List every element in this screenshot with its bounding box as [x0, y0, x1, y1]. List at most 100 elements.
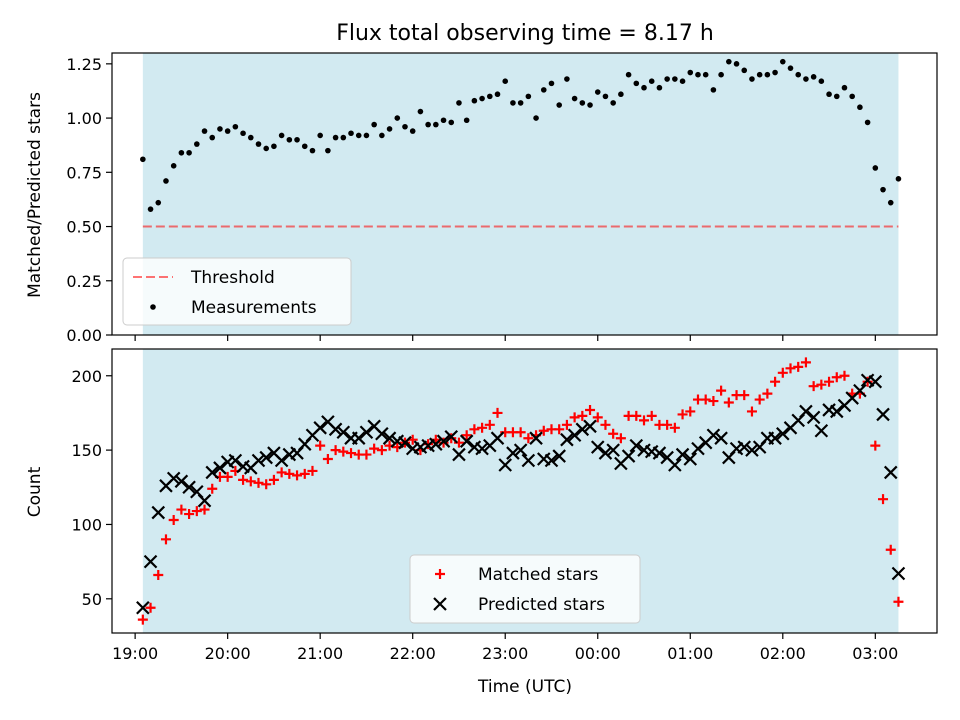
matched-point [646, 410, 657, 421]
measurement-point [386, 126, 393, 132]
measurement-point [787, 65, 794, 71]
measurement-point [718, 71, 724, 78]
matched-point [307, 465, 318, 476]
matched-point [515, 427, 526, 438]
predicted-point [668, 458, 682, 472]
matched-point [191, 506, 202, 517]
predicted-point [768, 431, 782, 445]
matched-point [477, 422, 488, 433]
matched-point [716, 385, 727, 396]
measurement-point [224, 128, 231, 134]
predicted-point [529, 431, 543, 445]
measurement-point [363, 132, 370, 139]
matched-point [369, 443, 380, 454]
matched-point [816, 379, 827, 390]
bottom-panel: 50 100 150 200 19:00 20:00 21:00 22:00 23:00 00:0… [71, 348, 938, 663]
measurement-point [417, 108, 424, 115]
matched-point [338, 446, 349, 457]
matched-point [592, 412, 603, 423]
matched-point [376, 445, 387, 456]
predicted-point [829, 404, 844, 419]
y-tick-label: 0.75 [66, 163, 102, 182]
matched-point [631, 410, 642, 421]
measurement-point [610, 100, 616, 106]
matched-point [176, 504, 187, 515]
measurement-point [772, 69, 778, 76]
predicted-point [876, 407, 890, 422]
matched-point [461, 430, 472, 441]
matched-point [207, 483, 218, 494]
predicted-point [891, 566, 906, 581]
matched-point [222, 471, 233, 482]
predicted-point [552, 449, 566, 463]
predicted-point [560, 432, 574, 447]
matched-point [885, 544, 896, 555]
measurement-point [425, 121, 431, 128]
measurement-point [463, 117, 470, 124]
predicted-point [174, 474, 189, 489]
predicted-point [475, 441, 489, 456]
x-tick-label: 02:00 [760, 644, 806, 663]
x-tick-label: 20:00 [205, 644, 251, 663]
legend-box [122, 257, 352, 326]
plot-frame [111, 348, 938, 634]
predicted-point [590, 440, 605, 454]
matched-point [839, 370, 850, 381]
matched-point [878, 494, 889, 505]
matched-point [145, 602, 156, 613]
predicted-point [205, 465, 220, 480]
predicted-point [621, 449, 636, 463]
predicted-point [683, 452, 698, 466]
measurement-point [471, 97, 478, 104]
measurement-point [178, 149, 185, 156]
matched-point [284, 468, 295, 479]
measurement-point [487, 93, 493, 100]
matched-point [754, 394, 765, 405]
measurement-point [371, 121, 377, 128]
measurement-point [332, 134, 339, 141]
predicted-point [359, 425, 374, 440]
measurement-point [556, 102, 562, 108]
predicted-point [459, 434, 474, 448]
measurement-point [317, 132, 323, 139]
legend-measurements-swatch [150, 304, 156, 310]
measurement-point [517, 100, 524, 106]
bottom-ylabel: Count [25, 466, 45, 517]
measurement-point [271, 143, 277, 150]
top-ylabel: Matched/Predicted stars [25, 92, 45, 298]
measurement-point [587, 102, 593, 108]
measurement-point [648, 78, 655, 84]
plot-frame [111, 52, 938, 336]
predicted-point [506, 446, 520, 460]
y-tick-label: 1.25 [66, 55, 102, 74]
measurement-point [494, 91, 501, 98]
predicted-point [452, 447, 466, 462]
measurement-point [687, 69, 694, 76]
measurement-point [633, 80, 640, 87]
predicted-point [498, 458, 513, 472]
predicted-point [745, 443, 759, 457]
matched-point [762, 388, 773, 399]
legend-label: Measurements [191, 298, 317, 318]
matched-point [137, 614, 148, 625]
measurement-point [379, 132, 385, 139]
y-tick-label: 150 [71, 441, 102, 460]
measurement-point [818, 78, 825, 84]
measurement-point [641, 84, 647, 91]
legend-predicted-swatch [433, 597, 447, 611]
y-tick-label: 0.50 [66, 218, 102, 237]
measurement-point [394, 115, 401, 121]
predicted-point [274, 453, 289, 468]
measurement-point [525, 93, 532, 100]
predicted-point [336, 425, 351, 440]
x-axis-label: Time (UTC) [477, 677, 572, 697]
matched-point [238, 474, 249, 485]
measurement-point [803, 76, 809, 82]
matched-point [245, 476, 256, 487]
y-tick-label: 0.00 [66, 326, 102, 345]
measurement-point [147, 206, 154, 212]
measurement-point [301, 143, 308, 150]
predicted-point [213, 461, 227, 475]
matched-point [569, 412, 580, 423]
